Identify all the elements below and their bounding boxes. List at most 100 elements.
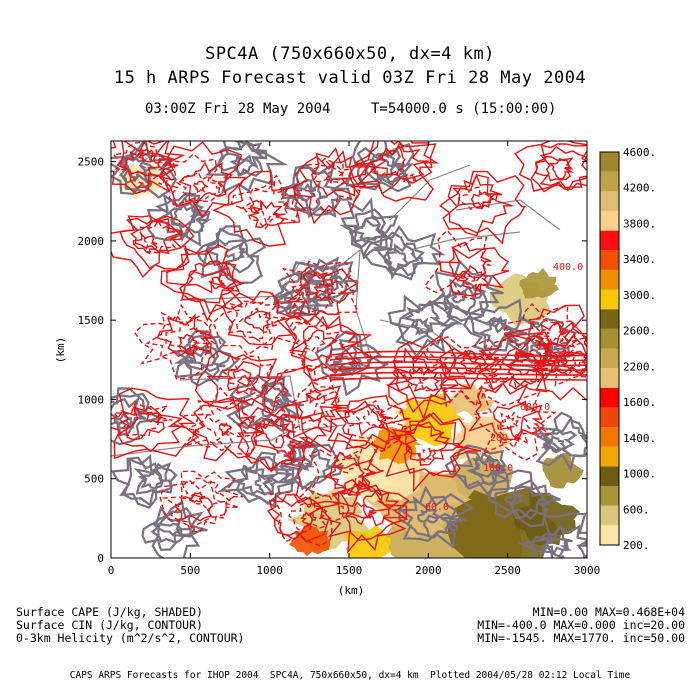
helicity-contour [166, 243, 241, 304]
colorbar-swatch [600, 250, 619, 270]
cin-contour [493, 479, 547, 520]
helicity-contour [272, 434, 298, 458]
helicity-contour [272, 367, 336, 420]
colorbar-swatch [600, 446, 619, 467]
helicity-contour [289, 322, 345, 369]
cin-contour [504, 492, 524, 506]
helicity-contour [452, 173, 503, 210]
contour-label: 600.0 [520, 402, 550, 413]
cin-contour [487, 469, 561, 528]
cin-contour [345, 141, 415, 193]
colorbar-swatch [600, 466, 619, 487]
helicity-contour [514, 143, 587, 192]
y-axis: 0 500 1000 1500 2000 2500 [78, 156, 587, 565]
x-tick-label: 0 [108, 564, 115, 577]
helicity-contour [156, 313, 214, 358]
helicity-contour [487, 335, 569, 390]
legend-line-cape: Surface CAPE (J/kg, SHADED) [16, 605, 203, 619]
x-tick-label: 500 [180, 564, 200, 577]
cin-contour [468, 298, 540, 351]
boundary-line [455, 199, 561, 231]
helicity-contour [116, 405, 185, 453]
x-tick-label: 2000 [415, 564, 442, 577]
boundary-line [355, 249, 373, 361]
helicity-contour [439, 245, 510, 297]
colorbar: 200. 600. 1000. 1400. 1600. 2200. 2600. 3000. 34… [599, 146, 656, 552]
colorbar-swatch [600, 407, 619, 428]
helicity-contour [541, 321, 571, 345]
plot-title-line2: 15 h ARPS Forecast valid 03Z Fri 28 May … [113, 68, 587, 88]
colorbar-label: 4600. [623, 146, 656, 159]
helicity-contour [189, 414, 234, 452]
helicity-contour [532, 320, 571, 353]
helicity-contour [111, 141, 173, 195]
helicity-contour [208, 276, 226, 290]
plot-title-line1: SPC4A (750x660x50, dx=4 km) [205, 44, 495, 64]
colorbar-swatch [600, 289, 619, 310]
helicity-contour [269, 486, 349, 547]
footer-credit: CAPS ARPS Forecasts for IHOP 2004 SPC4A,… [69, 670, 631, 681]
helicity-contour [468, 382, 539, 441]
colorbar-swatch [600, 171, 619, 192]
helicity-contour [362, 489, 400, 527]
helicity-contour [334, 454, 361, 474]
helicity-contour [248, 199, 285, 229]
helicity-contour [284, 311, 374, 382]
colorbar-frame [599, 151, 620, 546]
colorbar-label: 600. [623, 503, 650, 516]
cin-contour [417, 508, 439, 524]
cin-contour [397, 300, 456, 346]
stats-line-cin: MIN=-400.0 MAX=0.000 inc=20.00 [477, 618, 685, 632]
map-fields: 200.0 100.0 400.0 600.0 60.0 [111, 141, 587, 558]
helicity-contour [442, 170, 526, 245]
y-tick-label: 2500 [78, 156, 105, 169]
y-tick-label: 2000 [78, 235, 105, 248]
helicity-contour [132, 233, 158, 255]
colorbar-label: 200. [623, 539, 650, 552]
helicity-contour [293, 150, 371, 225]
helicity-contour [174, 171, 221, 203]
helicity-contour [533, 335, 587, 401]
cin-contour [279, 441, 345, 491]
helicity-contour [368, 144, 406, 177]
stats-line-cape: MIN=0.00 MAX=0.468E+04 [532, 605, 685, 619]
helicity-contour [419, 336, 509, 408]
cin-contour [401, 303, 447, 335]
colorbar-swatch [600, 328, 619, 349]
colorbar-swatch [600, 525, 619, 545]
helicity-contour [506, 304, 587, 367]
helicity-contour [548, 157, 575, 180]
boundary-line [409, 231, 521, 251]
cin-contour [122, 453, 172, 507]
helicity-contour [281, 260, 360, 325]
colorbar-swatch [600, 309, 619, 329]
helicity-contour [239, 179, 289, 225]
helicity-contour [226, 301, 286, 345]
cin-contour [111, 141, 178, 199]
helicity-contour [159, 470, 244, 529]
cin-contours [111, 141, 587, 558]
colorbar-swatch [600, 152, 619, 172]
colorbar-swatch [600, 486, 619, 506]
helicity-contour [194, 350, 285, 412]
helicity-contour [111, 215, 195, 279]
helicity-contour [178, 161, 234, 204]
helicity-band [329, 350, 587, 357]
colorbar-swatch [600, 191, 619, 211]
cape-area [373, 426, 422, 464]
x-tick-label: 1500 [336, 564, 363, 577]
colorbar-label: 1000. [623, 468, 656, 481]
colorbar-swatch [600, 505, 619, 526]
cin-contour [430, 259, 504, 317]
cin-contour [229, 154, 259, 177]
helicity-contour [179, 266, 237, 314]
cin-contour [230, 464, 279, 497]
cin-contour [291, 261, 359, 306]
helicity-contour [119, 215, 183, 270]
helicity-contour [119, 404, 165, 441]
helicity-contour [311, 160, 345, 184]
contour-labels: 200.0 100.0 400.0 600.0 60.0 [425, 262, 583, 513]
helicity-contour [112, 141, 173, 185]
helicity-contour [496, 411, 538, 450]
